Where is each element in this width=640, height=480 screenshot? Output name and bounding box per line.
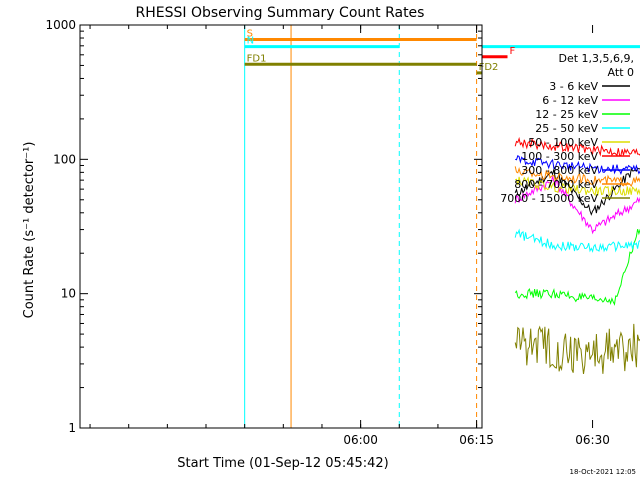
y-tick-label-0: 1 <box>68 421 76 435</box>
flag-label-0: S <box>247 28 253 39</box>
series-line-8 <box>514 323 640 374</box>
legend-label-3: 25 - 50 keV <box>535 122 598 135</box>
flag-label-1: N <box>247 36 254 47</box>
series-line-7 <box>514 166 640 188</box>
series-line-6 <box>515 155 640 175</box>
legend-label-1: 6 - 12 keV <box>542 94 598 107</box>
legend-label-7: 800 - 7000 keV <box>514 178 598 191</box>
vertical-markers <box>244 25 478 428</box>
chart-title: RHESSI Observing Summary Count Rates <box>136 5 425 21</box>
flag-label-4: FD1 <box>247 53 267 64</box>
legend-label-4: 50 - 100 keV <box>528 136 598 149</box>
plot-frame <box>79 24 483 429</box>
x-tick-label-1: 06:15 <box>459 433 494 447</box>
series-line-4 <box>515 176 640 197</box>
x-axis-label: Start Time (01-Sep-12 05:45:42) <box>177 456 388 471</box>
y-tick-label-2: 100 <box>53 152 76 166</box>
legend-header-attenuator: Att 0 <box>608 66 634 79</box>
series-line-5 <box>514 136 640 157</box>
legend-label-5: 100 - 300 keV <box>521 150 598 163</box>
legend-label-8: 7000 - 15000 keV <box>500 192 598 205</box>
y-tick-label-1: 10 <box>61 287 76 301</box>
series-line-1 <box>514 176 640 235</box>
series-line-0 <box>514 167 640 216</box>
series-line-2 <box>514 229 640 306</box>
footer-timestamp: 18-Oct-2021 12:05 <box>570 468 636 476</box>
y-axis: 1 10 100 1000 <box>45 18 482 435</box>
y-tick-label-3: 1000 <box>45 18 76 32</box>
series-lines <box>514 136 640 374</box>
flag-label-5: FD2 <box>479 62 499 73</box>
y-axis-label: Count Rate (s⁻¹ detector⁻¹) <box>22 142 37 319</box>
series-line-3 <box>514 228 640 253</box>
legend-header-detectors: Det 1,3,5,6,9, <box>558 52 634 65</box>
legend-label-6: 300 - 800 keV <box>521 164 598 177</box>
legend-label-0: 3 - 6 keV <box>549 80 598 93</box>
x-tick-label-0: 06:00 <box>343 433 378 447</box>
flag-bars: SN F FD1 FD2 <box>244 28 640 75</box>
legend-label-2: 12 - 25 keV <box>535 108 598 121</box>
x-tick-label-2: 06:30 <box>575 433 610 447</box>
flag-label-3: F <box>510 46 516 57</box>
